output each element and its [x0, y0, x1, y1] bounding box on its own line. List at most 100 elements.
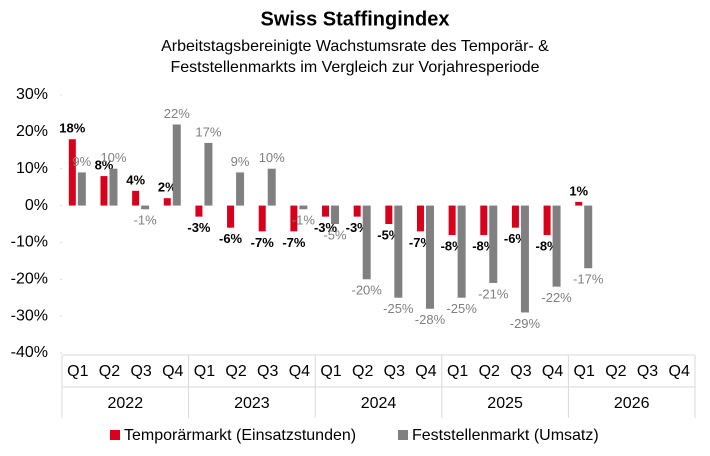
y-tick-label: 10% — [16, 160, 48, 177]
x-tick-label: Q1 — [194, 363, 215, 380]
bar — [331, 205, 340, 224]
data-label: -7% — [282, 235, 306, 250]
group-label: 2025 — [487, 395, 523, 412]
bar — [480, 205, 488, 236]
bar — [362, 205, 371, 280]
bar — [195, 205, 203, 217]
x-tick-label: Q3 — [637, 363, 658, 380]
data-label: -1% — [134, 213, 158, 228]
data-label: 10% — [259, 150, 285, 165]
bar — [204, 142, 213, 206]
bar — [141, 205, 150, 210]
data-label: -28% — [415, 312, 446, 327]
y-tick-label: 0% — [25, 197, 48, 214]
data-label: -20% — [351, 283, 382, 298]
data-label: -25% — [446, 301, 477, 316]
data-label: 9% — [231, 154, 250, 169]
x-tick-label: Q3 — [384, 363, 405, 380]
data-label: -22% — [541, 290, 572, 305]
bar — [227, 205, 235, 228]
group-label: 2023 — [234, 395, 270, 412]
x-tick-label: Q1 — [67, 363, 88, 380]
x-tick-label: Q1 — [320, 363, 341, 380]
data-label: 1% — [569, 183, 588, 198]
data-label: 4% — [126, 172, 145, 187]
chart-subtitle: Arbeitstagsbereinigte Wachstumsrate des … — [161, 38, 549, 55]
chart-subtitle: Feststellenmarkts im Vergleich zur Vorja… — [170, 59, 539, 76]
y-tick-label: 20% — [16, 123, 48, 140]
x-tick-label: Q3 — [257, 363, 278, 380]
bar — [109, 168, 118, 206]
bar — [258, 205, 266, 232]
bar — [132, 190, 140, 206]
bar — [172, 124, 181, 206]
group-label: 2026 — [614, 395, 650, 412]
bar — [511, 205, 519, 228]
bar — [236, 172, 245, 206]
bar — [394, 205, 403, 298]
data-label: 17% — [195, 124, 221, 139]
bar — [267, 168, 276, 206]
y-tick-label: -40% — [11, 344, 48, 361]
x-tick-label: Q2 — [99, 363, 120, 380]
x-tick-label: Q4 — [415, 363, 436, 380]
data-label: -3% — [187, 220, 211, 235]
data-label: -21% — [478, 286, 509, 301]
data-label: 9% — [72, 154, 91, 169]
x-tick-label: Q2 — [479, 363, 500, 380]
data-label: -29% — [510, 316, 541, 331]
x-tick-label: Q4 — [669, 363, 690, 380]
bar — [584, 205, 593, 269]
bar — [163, 198, 171, 206]
bar — [77, 172, 86, 206]
x-tick-label: Q4 — [542, 363, 563, 380]
data-label: 2% — [158, 180, 177, 195]
data-label: 22% — [164, 106, 190, 121]
bar — [575, 201, 583, 206]
group-label: 2024 — [361, 395, 397, 412]
bar — [68, 139, 76, 206]
legend-swatch — [110, 430, 120, 440]
y-tick-label: 30% — [16, 86, 48, 103]
bar — [543, 205, 551, 236]
group-label: 2022 — [108, 395, 144, 412]
x-tick-label: Q4 — [289, 363, 310, 380]
x-tick-label: Q2 — [225, 363, 246, 380]
bar — [290, 205, 298, 232]
data-label: -5% — [323, 227, 347, 242]
bar — [457, 205, 466, 298]
x-tick-label: Q1 — [447, 363, 468, 380]
bar — [322, 205, 330, 217]
x-tick-label: Q1 — [574, 363, 595, 380]
data-label: -17% — [573, 272, 604, 287]
data-label: 18% — [59, 121, 85, 136]
data-label: -1% — [292, 213, 316, 228]
bar — [416, 205, 424, 232]
data-label: 10% — [100, 150, 126, 165]
y-tick-label: -30% — [11, 307, 48, 324]
data-label: -7% — [251, 235, 275, 250]
data-label: -25% — [383, 301, 414, 316]
y-tick-label: -10% — [11, 234, 48, 251]
legend-label: Feststellenmarkt (Umsatz) — [412, 427, 599, 444]
legend-label: Temporärmarkt (Einsatzstunden) — [124, 427, 356, 444]
bar — [552, 205, 561, 287]
bar — [448, 205, 456, 236]
x-tick-label: Q3 — [510, 363, 531, 380]
x-tick-label: Q3 — [130, 363, 151, 380]
bar — [100, 176, 108, 206]
legend-swatch — [398, 430, 408, 440]
bar — [353, 205, 361, 217]
x-tick-label: Q2 — [605, 363, 626, 380]
bar — [299, 205, 308, 210]
y-tick-label: -20% — [11, 271, 48, 288]
data-label: -6% — [219, 231, 243, 246]
bar — [425, 205, 434, 309]
bar — [489, 205, 498, 283]
x-tick-label: Q4 — [162, 363, 183, 380]
x-tick-label: Q2 — [352, 363, 373, 380]
bar — [520, 205, 529, 313]
chart-title: Swiss Staffingindex — [261, 8, 450, 30]
bar — [385, 205, 393, 224]
